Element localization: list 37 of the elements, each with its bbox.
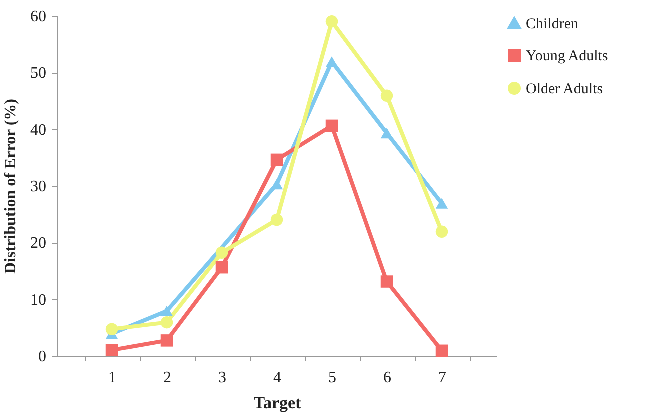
point	[106, 323, 118, 336]
point	[160, 334, 174, 347]
x-tick-label: 3	[218, 370, 226, 386]
point	[326, 56, 338, 68]
legend-label: Young Adults	[526, 48, 608, 64]
point	[326, 120, 338, 132]
point	[326, 16, 338, 28]
y-tick-label: 40	[30, 122, 46, 139]
y-tick-label: 10	[30, 292, 46, 309]
x-tick-label: 7	[438, 370, 446, 386]
x-tick-label: 1	[108, 370, 116, 386]
point	[380, 90, 394, 102]
point	[380, 128, 394, 139]
point	[216, 261, 228, 274]
y-tick-label: 50	[30, 65, 46, 82]
point	[216, 246, 228, 259]
x-tick-label: 2	[164, 370, 172, 386]
point	[436, 198, 448, 209]
point	[380, 276, 394, 288]
point	[160, 316, 174, 329]
point	[270, 154, 284, 166]
point	[270, 214, 284, 226]
point	[106, 344, 118, 356]
legend-label: Older Adults	[526, 82, 604, 98]
y-tick-label: 0	[38, 348, 46, 366]
y-axis-title: Distribution of Error (%)	[2, 99, 20, 274]
point	[160, 306, 174, 317]
point	[436, 226, 448, 238]
x-tick-label: 4	[274, 370, 282, 386]
x-tick-label: 5	[328, 370, 336, 386]
y-tick-label: 20	[30, 235, 46, 252]
x-axis-title: Target	[254, 394, 302, 412]
y-tick-label: 60	[30, 8, 46, 26]
y-tick-label: 30	[30, 178, 46, 196]
point	[436, 344, 448, 358]
legend-label: Children	[526, 16, 579, 32]
x-tick-label: 6	[384, 370, 392, 386]
